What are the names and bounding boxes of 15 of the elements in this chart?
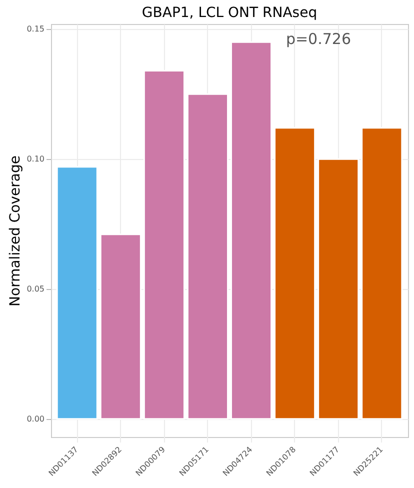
y-tick-label: 0.05: [26, 284, 44, 294]
bar: [143, 70, 185, 420]
bar: [56, 166, 98, 420]
bar: [361, 127, 403, 420]
bar: [318, 158, 360, 420]
bar: [186, 93, 229, 420]
annotation: p=0.726: [286, 30, 351, 48]
y-tick-label: 0.10: [26, 154, 44, 164]
y-tick-label: 0.15: [26, 24, 44, 34]
y-axis-title: Normalized Coverage: [8, 156, 24, 306]
y-tick-label: 0.00: [26, 414, 44, 424]
chart-title: GBAP1, LCL ONT RNAseq: [142, 5, 318, 21]
bar: [230, 41, 272, 420]
bar: [100, 234, 142, 420]
bar: [274, 127, 316, 420]
